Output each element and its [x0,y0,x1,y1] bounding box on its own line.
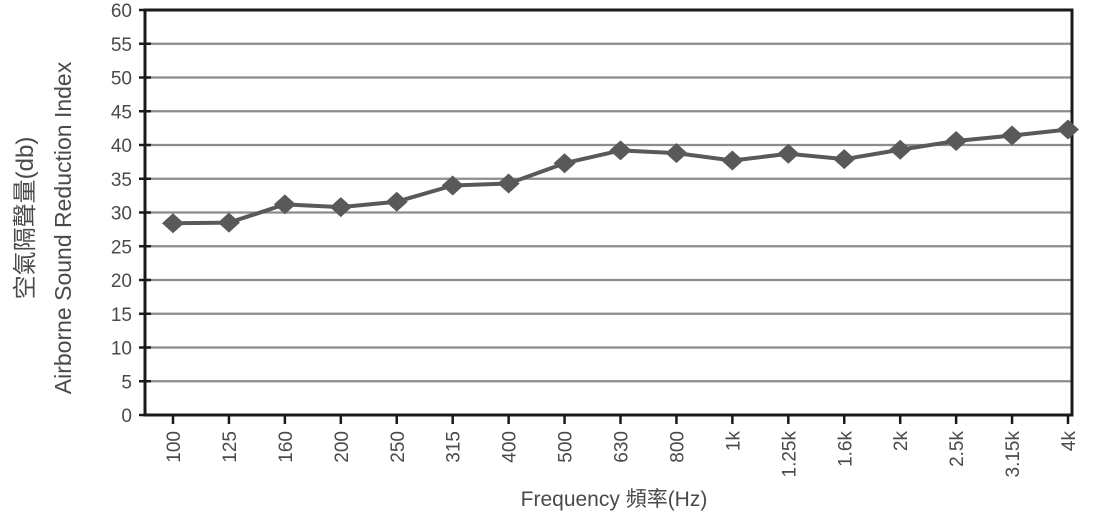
data-point-marker [162,213,184,234]
y-tick-label: 5 [121,372,132,393]
data-point-marker [777,143,800,164]
data-point-marker [273,194,296,215]
y-tick-label: 20 [111,271,132,292]
x-tick-label: 125 [220,431,241,463]
y-axis-title-cjk: 空氣隔聲量(db) [12,137,39,300]
x-tick-label: 200 [332,431,353,463]
y-tick-label: 25 [111,237,132,258]
y-tick-label: 45 [111,102,132,123]
y-tick-label: 30 [111,204,132,225]
x-axis-title: Frequency 頻率(Hz) [521,488,708,511]
x-tick-label: 315 [444,431,465,463]
data-point-marker [441,175,464,196]
x-tick-label: 100 [164,431,185,463]
data-series-group [162,119,1079,234]
x-tick-label: 4k [1059,431,1080,452]
y-tick-label: 10 [111,339,132,360]
x-tick-label: 1k [723,431,744,452]
axis-ticks-group [139,8,1070,424]
x-tick-label: 400 [500,431,521,463]
y-tick-label: 55 [111,35,132,56]
data-point-marker [497,173,520,194]
x-tick-label: 1.25k [779,431,800,478]
x-tick-label: 250 [388,431,409,463]
x-tick-label: 160 [276,431,297,463]
data-point-marker [1057,119,1079,140]
data-point-marker [553,153,576,174]
data-point-marker [721,150,744,171]
x-tick-label: 1.6k [835,431,856,467]
y-axis-title-en: Airborne Sound Reduction Index [50,61,76,394]
data-point-marker [889,139,912,160]
y-tick-labels-group: 0 5 10 15 20 25 30 35 40 45 50 55 60 [111,1,132,427]
x-tick-label: 500 [556,431,577,463]
y-tick-label: 0 [121,406,132,427]
data-point-marker [945,130,968,151]
y-tick-label: 60 [111,1,132,22]
data-point-marker [329,197,352,218]
x-tick-label: 2k [891,431,912,452]
x-tick-label: 800 [667,431,688,463]
data-point-marker [385,191,408,212]
y-tick-label: 15 [111,305,132,326]
x-tick-label: 630 [612,431,633,463]
y-tick-label: 50 [111,69,132,90]
data-point-marker [665,143,688,164]
data-point-marker [609,140,632,161]
data-point-marker [1001,125,1024,146]
y-tick-label: 40 [111,136,132,157]
data-point-marker [833,149,856,170]
gridlines-group [145,42,1072,383]
data-point-marker [217,212,240,233]
y-tick-label: 35 [111,170,132,191]
x-tick-label: 3.15k [1003,431,1024,478]
x-tick-labels-group: 100 125 160 200 250 315 400 500 630 800 1k 1.25k 1.6… [164,431,1080,478]
x-tick-label: 2.5k [947,431,968,467]
